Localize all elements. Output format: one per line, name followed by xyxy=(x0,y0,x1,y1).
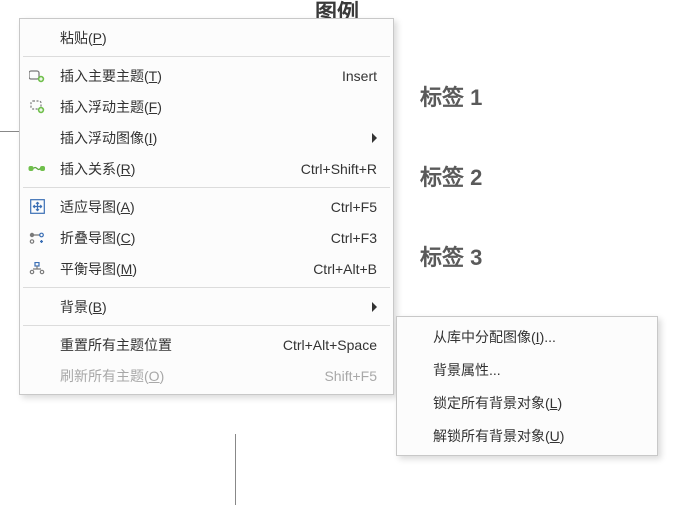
blank-icon xyxy=(28,336,46,354)
menu-accelerator: P xyxy=(93,30,102,46)
menu-accelerator: B xyxy=(93,299,102,315)
bg-label: 标签 3 xyxy=(420,240,482,272)
bg-label: 标签 2 xyxy=(420,160,482,192)
menu-accelerator: O xyxy=(149,368,160,384)
fit-map-icon xyxy=(28,198,46,216)
menu-accelerator: M xyxy=(121,261,133,277)
menu-item-label: 重置所有主题位置 xyxy=(60,335,172,355)
menu-item-label: 锁定所有背景对象(L) xyxy=(433,393,562,413)
balance-map-icon xyxy=(28,260,46,278)
menu-item[interactable]: 插入浮动图像(I) xyxy=(22,122,391,153)
menu-separator xyxy=(23,325,390,326)
menu-shortcut: Shift+F5 xyxy=(324,368,377,384)
bg-line xyxy=(0,131,19,132)
menu-item-label: 平衡导图(M) xyxy=(60,259,137,279)
menu-shortcut: Insert xyxy=(342,68,377,84)
collapse-map-icon xyxy=(28,229,46,247)
menu-item[interactable]: 平衡导图(M) Ctrl+Alt+B xyxy=(22,253,391,284)
menu-accelerator: A xyxy=(121,199,130,215)
blank-icon xyxy=(28,298,46,316)
menu-item-label: 背景(B) xyxy=(60,297,107,317)
submenu-item[interactable]: 从库中分配图像(I)... xyxy=(399,320,655,353)
menu-item-label: 刷新所有主题(O) xyxy=(60,366,164,386)
menu-accelerator: T xyxy=(149,68,158,84)
menu-item[interactable]: 适应导图(A) Ctrl+F5 xyxy=(22,191,391,222)
bg-label: 标签 1 xyxy=(420,80,482,112)
menu-shortcut: Ctrl+Shift+R xyxy=(301,161,377,177)
submenu-arrow-icon xyxy=(372,133,377,143)
menu-item[interactable]: 重置所有主题位置 Ctrl+Alt+Space xyxy=(22,329,391,360)
menu-accelerator: C xyxy=(121,230,131,246)
menu-item-label: 适应导图(A) xyxy=(60,197,135,217)
menu-separator xyxy=(23,287,390,288)
menu-item-label: 从库中分配图像(I)... xyxy=(433,327,556,347)
menu-item-label: 插入浮动图像(I) xyxy=(60,128,157,148)
blank-icon xyxy=(28,129,46,147)
menu-item-label: 折叠导图(C) xyxy=(60,228,135,248)
background-submenu: 从库中分配图像(I)... 背景属性... 锁定所有背景对象(L) 解锁所有背景对象(… xyxy=(396,316,658,456)
menu-item[interactable]: 插入关系(R) Ctrl+Shift+R xyxy=(22,153,391,184)
menu-shortcut: Ctrl+Alt+Space xyxy=(283,337,377,353)
insert-rel-icon xyxy=(28,160,46,178)
insert-main-icon xyxy=(28,67,46,85)
menu-accelerator: L xyxy=(550,395,558,411)
menu-item[interactable]: 粘贴(P) xyxy=(22,22,391,53)
menu-shortcut: Ctrl+Alt+B xyxy=(313,261,377,277)
menu-accelerator: I xyxy=(149,130,153,146)
submenu-item[interactable]: 解锁所有背景对象(U) xyxy=(399,419,655,452)
menu-item[interactable]: 插入主要主题(T) Insert xyxy=(22,60,391,91)
menu-item[interactable]: 插入浮动主题(F) xyxy=(22,91,391,122)
menu-item-label: 解锁所有背景对象(U) xyxy=(433,426,564,446)
menu-item[interactable]: 折叠导图(C) Ctrl+F3 xyxy=(22,222,391,253)
submenu-item[interactable]: 背景属性... xyxy=(399,353,655,386)
menu-accelerator: F xyxy=(149,99,158,115)
menu-shortcut: Ctrl+F3 xyxy=(331,230,377,246)
submenu-item[interactable]: 锁定所有背景对象(L) xyxy=(399,386,655,419)
menu-accelerator: U xyxy=(550,428,560,444)
submenu-arrow-icon xyxy=(372,302,377,312)
menu-item[interactable]: 背景(B) xyxy=(22,291,391,322)
menu-separator xyxy=(23,187,390,188)
menu-separator xyxy=(23,56,390,57)
menu-accelerator: R xyxy=(121,161,131,177)
menu-item: 刷新所有主题(O) Shift+F5 xyxy=(22,360,391,391)
blank-icon xyxy=(28,29,46,47)
menu-item-label: 粘贴(P) xyxy=(60,28,107,48)
menu-item-label: 插入主要主题(T) xyxy=(60,66,162,86)
menu-item-label: 插入浮动主题(F) xyxy=(60,97,162,117)
blank-icon xyxy=(28,367,46,385)
insert-float-icon xyxy=(28,98,46,116)
menu-item-label: 背景属性... xyxy=(433,360,501,380)
context-menu: 粘贴(P) 插入主要主题(T) Insert 插入浮动主题(F) 插入浮动图像(I) 插入… xyxy=(19,18,394,395)
menu-item-label: 插入关系(R) xyxy=(60,159,135,179)
bg-line xyxy=(235,434,236,505)
menu-shortcut: Ctrl+F5 xyxy=(331,199,377,215)
menu-accelerator: I xyxy=(536,329,540,345)
